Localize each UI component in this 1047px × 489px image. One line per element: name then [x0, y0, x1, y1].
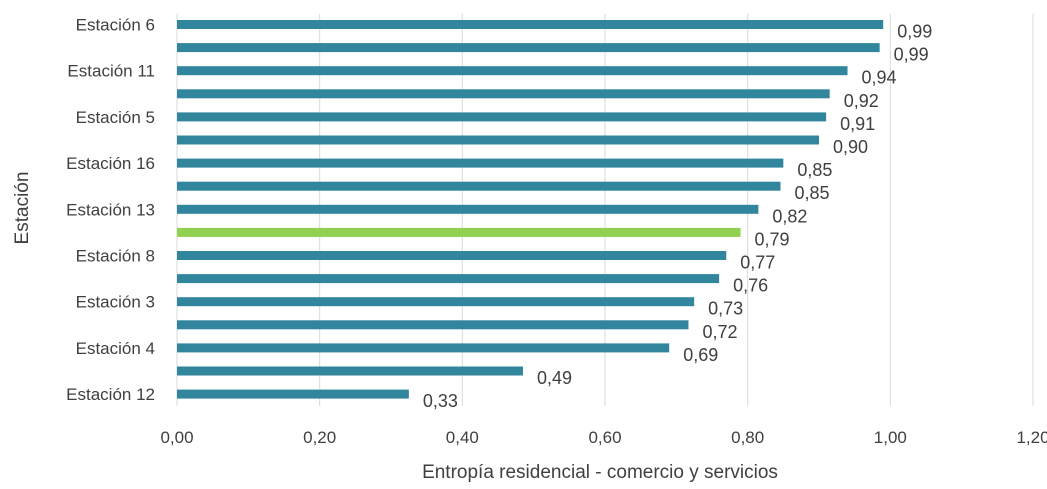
y-category-label: Estación 8	[76, 247, 155, 266]
bar	[177, 343, 670, 353]
x-tick-label: 0,60	[588, 428, 621, 447]
bar	[177, 389, 409, 399]
data-label: 0,76	[733, 276, 768, 296]
bar	[177, 158, 784, 168]
y-category-label: Estación 16	[66, 154, 155, 173]
bar	[177, 297, 695, 307]
data-label: 0,94	[862, 68, 897, 88]
y-axis-title: Estación	[12, 172, 33, 245]
data-labels: 0,990,990,940,920,910,900,850,850,820,79…	[423, 22, 932, 412]
y-category-label: Estación 4	[76, 339, 155, 358]
data-label: 0,49	[537, 368, 572, 388]
y-category-label: Estación 12	[66, 385, 155, 404]
x-tick-label: 1,00	[874, 428, 907, 447]
y-category-label: Estación 6	[76, 16, 155, 35]
data-label: 0,69	[683, 345, 718, 365]
data-label: 0,73	[708, 299, 743, 319]
data-label: 0,79	[755, 229, 790, 249]
bar	[177, 66, 848, 76]
bar	[177, 251, 727, 260]
x-tick-label: 0,20	[303, 428, 336, 447]
data-label: 0,99	[897, 22, 932, 42]
x-axis-title: Entropía residencial - comercio y servic…	[422, 462, 778, 483]
data-label: 0,92	[844, 91, 879, 111]
y-category-label: Estación 13	[66, 200, 155, 219]
x-tick-label: 0,00	[160, 428, 193, 447]
y-category-label: Estación 11	[67, 62, 155, 81]
bar	[177, 135, 819, 145]
y-axis-categories: Estación 6 Estación 11 Estación 5 Estación …	[66, 16, 155, 405]
x-tick-label: 0,40	[446, 428, 479, 447]
data-label: 0,85	[794, 183, 829, 203]
bar	[177, 89, 830, 99]
data-label: 0,33	[423, 391, 458, 411]
x-tick-label: 1,20	[1016, 428, 1047, 447]
data-label: 0,91	[840, 114, 875, 134]
data-label: 0,99	[894, 45, 929, 65]
data-label: 0,77	[740, 253, 775, 273]
bars	[177, 20, 884, 399]
x-tick-label: 0,80	[731, 428, 764, 447]
data-label: 0,85	[797, 160, 832, 180]
bar	[177, 181, 781, 191]
y-category-label: Estación 5	[76, 108, 155, 127]
data-label: 0,72	[702, 322, 737, 342]
data-label: 0,82	[772, 206, 807, 226]
bar	[177, 320, 689, 330]
x-axis-ticks: 0,00 0,20 0,40 0,60 0,80 1,00 1,20	[160, 428, 1047, 447]
bar	[177, 43, 880, 53]
bar	[177, 112, 827, 122]
bar	[177, 227, 741, 237]
bar	[177, 366, 523, 376]
bar	[177, 20, 884, 29]
y-category-label: Estación 3	[76, 293, 155, 312]
data-label: 0,90	[833, 137, 868, 157]
bar	[177, 204, 759, 214]
bar	[177, 274, 720, 284]
